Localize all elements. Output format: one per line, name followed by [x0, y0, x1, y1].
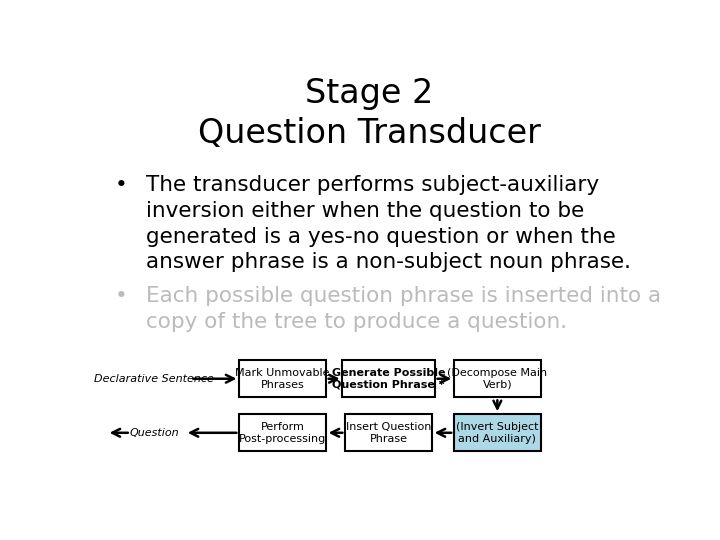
Text: Stage 2
Question Transducer: Stage 2 Question Transducer	[197, 77, 541, 150]
Text: copy of the tree to produce a question.: copy of the tree to produce a question.	[145, 312, 567, 332]
Text: •: •	[115, 175, 128, 195]
Text: Declarative Sentence: Declarative Sentence	[94, 374, 214, 384]
Text: Generate Possible
Question Phrase *: Generate Possible Question Phrase *	[332, 368, 445, 389]
FancyBboxPatch shape	[454, 414, 541, 451]
Text: generated is a yes-no question or when the: generated is a yes-no question or when t…	[145, 227, 616, 247]
FancyBboxPatch shape	[239, 414, 325, 451]
FancyBboxPatch shape	[454, 360, 541, 397]
FancyBboxPatch shape	[343, 360, 435, 397]
Text: inversion either when the question to be: inversion either when the question to be	[145, 201, 584, 221]
Text: (Invert Subject
and Auxiliary): (Invert Subject and Auxiliary)	[456, 422, 539, 443]
Text: The transducer performs subject-auxiliary: The transducer performs subject-auxiliar…	[145, 175, 599, 195]
Text: Each possible question phrase is inserted into a: Each possible question phrase is inserte…	[145, 286, 661, 306]
Text: (Decompose Main
Verb): (Decompose Main Verb)	[447, 368, 547, 389]
Text: Question: Question	[130, 428, 179, 438]
Text: answer phrase is a non-subject noun phrase.: answer phrase is a non-subject noun phra…	[145, 252, 631, 272]
FancyBboxPatch shape	[239, 360, 325, 397]
FancyBboxPatch shape	[346, 414, 432, 451]
Text: •: •	[115, 286, 128, 306]
Text: Perform
Post-processing: Perform Post-processing	[239, 422, 326, 443]
Text: Insert Question
Phrase: Insert Question Phrase	[346, 422, 431, 443]
Text: Mark Unmovable
Phrases: Mark Unmovable Phrases	[235, 368, 330, 389]
